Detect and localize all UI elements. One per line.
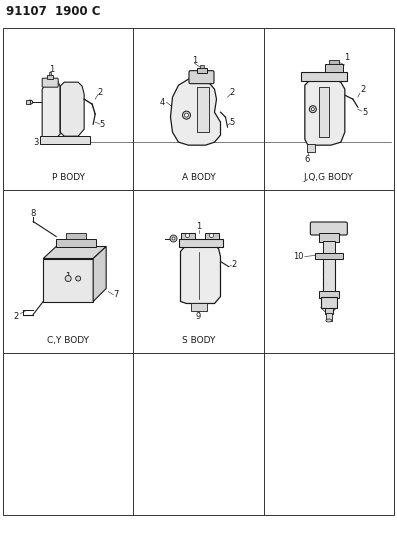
Text: 3: 3 — [33, 138, 39, 147]
Bar — [47, 75, 53, 79]
Text: 4: 4 — [160, 98, 165, 107]
Text: 1: 1 — [50, 64, 55, 74]
Polygon shape — [43, 246, 106, 259]
Text: 6: 6 — [304, 155, 310, 164]
Bar — [200, 65, 204, 68]
Text: 1: 1 — [344, 53, 349, 62]
Polygon shape — [305, 79, 345, 145]
Bar — [66, 232, 86, 238]
Text: 5: 5 — [230, 118, 235, 127]
Bar — [325, 308, 333, 313]
Bar — [40, 136, 90, 144]
Bar — [323, 240, 335, 254]
Bar — [191, 303, 206, 311]
Text: 91107  1900 C: 91107 1900 C — [6, 5, 100, 18]
Bar — [315, 253, 343, 259]
Bar — [323, 257, 335, 292]
Bar — [204, 232, 218, 238]
Text: 7: 7 — [114, 290, 119, 299]
Bar — [179, 238, 222, 246]
Bar — [307, 144, 315, 152]
Bar — [325, 64, 343, 72]
Text: A BODY: A BODY — [181, 173, 216, 182]
Circle shape — [311, 108, 314, 111]
Circle shape — [76, 276, 81, 281]
Polygon shape — [181, 245, 220, 303]
Text: 10: 10 — [294, 252, 304, 261]
Bar — [319, 290, 339, 297]
Circle shape — [65, 276, 71, 281]
Polygon shape — [93, 246, 106, 302]
Bar — [197, 87, 208, 132]
Circle shape — [183, 111, 191, 119]
Bar — [329, 60, 339, 64]
Text: S BODY: S BODY — [182, 336, 215, 345]
Bar — [326, 312, 332, 320]
Ellipse shape — [28, 100, 33, 104]
Text: 2: 2 — [230, 87, 235, 96]
Bar — [319, 232, 339, 241]
Ellipse shape — [326, 319, 332, 322]
Circle shape — [185, 113, 189, 117]
Text: 9: 9 — [196, 312, 201, 321]
Bar — [181, 232, 195, 238]
FancyBboxPatch shape — [42, 78, 58, 87]
Circle shape — [309, 106, 316, 112]
Bar — [301, 72, 347, 81]
Circle shape — [170, 235, 177, 242]
Bar — [56, 238, 96, 246]
Text: 2: 2 — [360, 85, 366, 94]
FancyBboxPatch shape — [189, 71, 214, 84]
Text: C,Y BODY: C,Y BODY — [47, 336, 89, 345]
Bar — [319, 87, 329, 137]
Bar — [321, 296, 337, 308]
Text: 5: 5 — [100, 120, 105, 128]
Circle shape — [172, 237, 175, 240]
Text: 5: 5 — [362, 108, 368, 117]
Bar — [49, 72, 51, 75]
Text: 2: 2 — [13, 312, 19, 321]
Circle shape — [210, 233, 214, 238]
Polygon shape — [42, 82, 60, 139]
Text: J,Q,G BODY: J,Q,G BODY — [304, 173, 354, 182]
Bar — [26, 100, 30, 104]
Text: P BODY: P BODY — [52, 173, 85, 182]
Text: 2: 2 — [232, 260, 237, 269]
Text: 8: 8 — [31, 209, 36, 218]
FancyBboxPatch shape — [310, 222, 347, 235]
Polygon shape — [43, 259, 93, 302]
Circle shape — [185, 233, 189, 238]
Bar — [197, 68, 206, 73]
Text: 1: 1 — [66, 272, 71, 281]
Polygon shape — [170, 79, 220, 145]
Text: 1: 1 — [196, 222, 201, 231]
Text: 1: 1 — [192, 55, 197, 64]
Polygon shape — [60, 82, 84, 136]
Text: 2: 2 — [98, 87, 103, 96]
